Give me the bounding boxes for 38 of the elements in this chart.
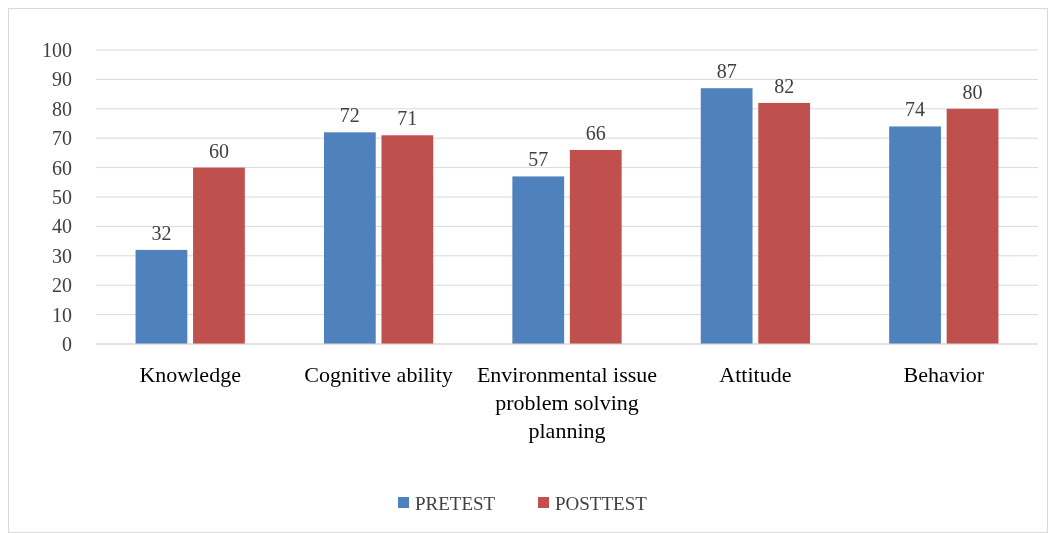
x-tick-label: Behavior [903, 362, 985, 387]
data-label: 57 [528, 148, 549, 171]
x-tick-label: Environmental issue problem solving planning [476, 362, 658, 443]
bar [323, 132, 376, 344]
x-tick-label: Knowledge [139, 362, 241, 387]
data-label: 71 [397, 107, 418, 130]
data-label: 72 [339, 104, 360, 127]
y-tick-label: 0 [62, 333, 72, 355]
data-label: 82 [774, 74, 795, 97]
y-tick-label: 10 [52, 303, 72, 326]
y-tick-label: 80 [52, 97, 72, 120]
bar [135, 249, 188, 344]
bar [758, 102, 811, 344]
legend-label: PRETEST [415, 492, 496, 514]
bar [512, 176, 565, 344]
data-label: 32 [151, 221, 172, 244]
y-tick-label: 90 [52, 68, 72, 91]
x-tick-label: Attitude [719, 362, 792, 387]
bar [193, 167, 245, 344]
data-label: 66 [585, 121, 606, 144]
data-label: 74 [905, 98, 926, 121]
bar [569, 149, 622, 344]
bar [946, 108, 999, 344]
bar [700, 88, 753, 344]
data-label: 60 [208, 139, 229, 162]
y-tick-label: 50 [52, 186, 72, 208]
bar [381, 135, 434, 344]
y-tick-label: 20 [52, 274, 72, 297]
y-tick-label: 100 [42, 39, 72, 61]
bar [889, 126, 941, 344]
y-tick-label: 40 [52, 215, 72, 238]
data-label: 87 [716, 60, 737, 83]
y-tick-label: 70 [52, 127, 72, 150]
legend-label: POSTTEST [555, 492, 648, 514]
data-label: 80 [962, 80, 983, 103]
y-tick-label: 30 [52, 244, 72, 267]
y-tick-label: 60 [52, 156, 72, 179]
x-tick-label: Cognitive ability [304, 362, 453, 387]
